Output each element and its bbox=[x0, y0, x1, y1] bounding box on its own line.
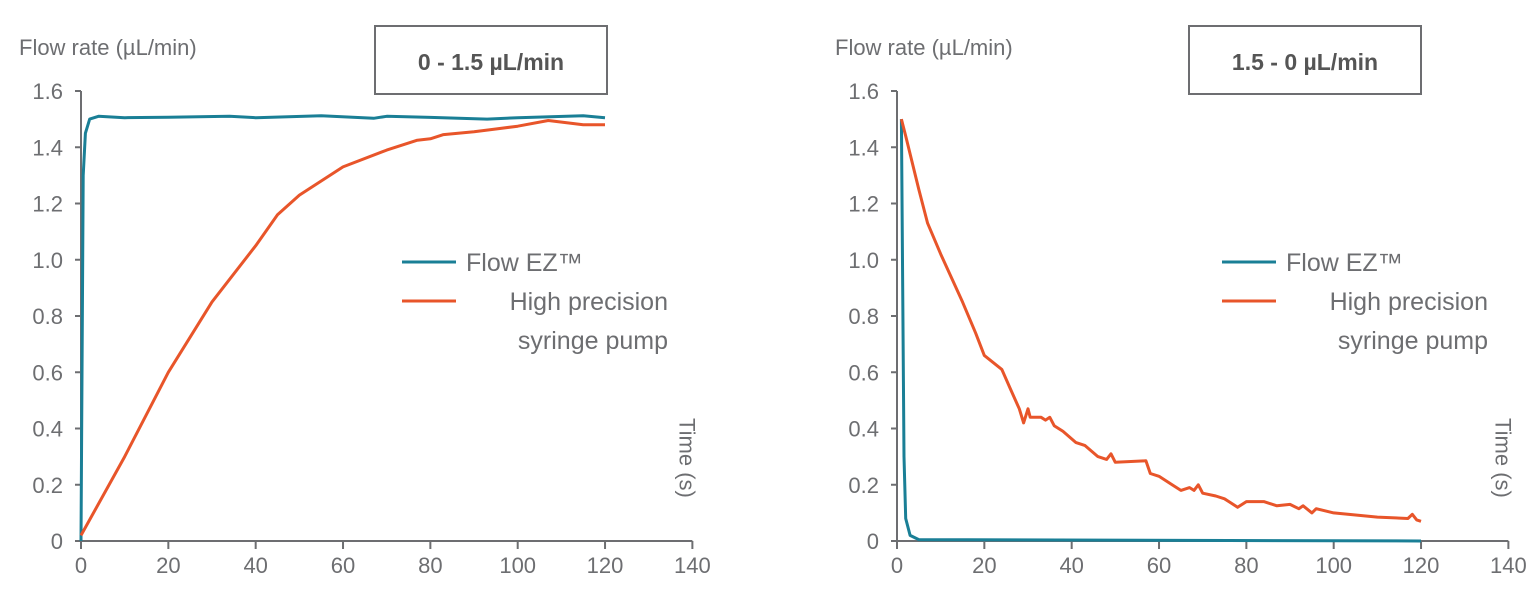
x-tick-label: 80 bbox=[1234, 553, 1258, 578]
x-tick-label: 0 bbox=[75, 553, 87, 578]
chart-panel-2: 0 0.2 0.4 0.6 0.8 1.0 1.2 1.4 1.6 0 20 40 60 80 100 120… bbox=[835, 25, 1527, 578]
x-tick-label: 100 bbox=[1315, 553, 1352, 578]
x-axis-label: Time (s) bbox=[674, 418, 699, 498]
y-tick-label: 0 bbox=[51, 529, 63, 554]
y-tick-label: 0.6 bbox=[32, 360, 63, 385]
x-tick-label: 100 bbox=[499, 553, 536, 578]
y-tick-label: 0.6 bbox=[848, 360, 879, 385]
x-axis-label: Time (s) bbox=[1490, 418, 1515, 498]
range-box bbox=[374, 25, 608, 95]
x-tick-label: 140 bbox=[1490, 553, 1527, 578]
range-title: 0 - 1.5 µL/min bbox=[418, 49, 564, 75]
x-tick-label: 0 bbox=[891, 553, 903, 578]
x-tick-label: 60 bbox=[1147, 553, 1171, 578]
y-tick-label: 0 bbox=[867, 529, 879, 554]
y-axis-label: Flow rate (µL/min) bbox=[835, 35, 1013, 60]
y-tick-label: 1.4 bbox=[32, 135, 63, 160]
y-axis-label: Flow rate (µL/min) bbox=[19, 35, 197, 60]
y-tick-label: 0.4 bbox=[848, 417, 879, 442]
legend-label-syringe-pump: High precision syringe pump bbox=[1330, 288, 1488, 355]
x-tick-label: 20 bbox=[972, 553, 996, 578]
y-tick-label: 0.4 bbox=[32, 417, 63, 442]
y-tick-label: 1.2 bbox=[848, 192, 879, 217]
y-tick-label: 1.0 bbox=[32, 248, 63, 273]
legend-label-flow-ez: Flow EZ™ bbox=[1286, 249, 1403, 277]
series-line-syringe-pump bbox=[79, 119, 605, 537]
x-tick-label: 40 bbox=[1059, 553, 1083, 578]
legend-label-syringe-pump: High precision syringe pump bbox=[510, 288, 668, 355]
x-tick-label: 40 bbox=[243, 553, 267, 578]
y-tick-label: 1.6 bbox=[32, 79, 63, 104]
x-tick-label: 120 bbox=[587, 553, 624, 578]
y-tick-label: 1.0 bbox=[848, 248, 879, 273]
y-tick-label: 1.2 bbox=[32, 192, 63, 217]
range-title: 1.5 - 0 µL/min bbox=[1232, 49, 1378, 75]
y-tick-label: 0.8 bbox=[848, 304, 879, 329]
x-tick-label: 140 bbox=[674, 553, 711, 578]
y-tick-label: 1.4 bbox=[848, 135, 879, 160]
x-tick-label: 120 bbox=[1403, 553, 1440, 578]
legend-label-flow-ez: Flow EZ™ bbox=[466, 249, 583, 277]
x-tick-label: 80 bbox=[418, 553, 442, 578]
series-line-flow-ez bbox=[899, 119, 1422, 543]
series-line-flow-ez bbox=[79, 114, 606, 542]
range-box bbox=[1188, 25, 1422, 95]
x-tick-label: 60 bbox=[331, 553, 355, 578]
y-tick-label: 0.2 bbox=[32, 473, 63, 498]
x-tick-label: 20 bbox=[156, 553, 180, 578]
y-tick-label: 0.8 bbox=[32, 304, 63, 329]
series-line-syringe-pump bbox=[899, 118, 1422, 523]
y-tick-label: 0.2 bbox=[848, 473, 879, 498]
chart-panel-1: 0 0.2 0.4 0.6 0.8 1.0 1.2 1.4 1.6 0 20 40 60 80 100 120… bbox=[19, 25, 711, 578]
y-tick-label: 1.6 bbox=[848, 79, 879, 104]
